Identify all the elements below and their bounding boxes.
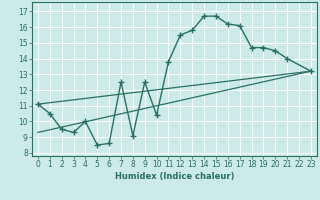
X-axis label: Humidex (Indice chaleur): Humidex (Indice chaleur) (115, 172, 234, 181)
